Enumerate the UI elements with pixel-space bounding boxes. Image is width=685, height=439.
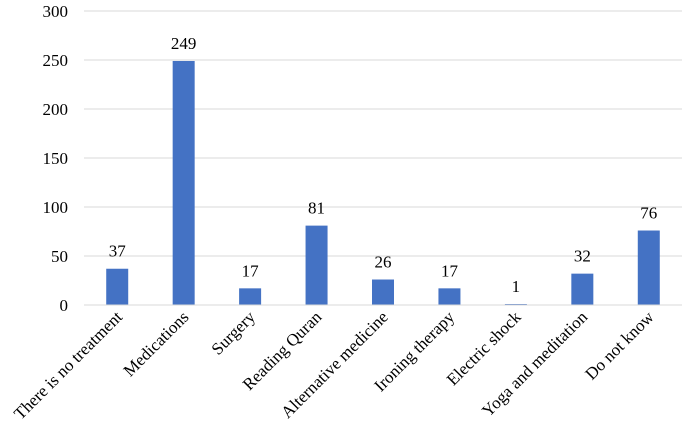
y-axis-ticks: 0 50 100 150 200 250 300 bbox=[43, 2, 69, 315]
y-tick-label: 100 bbox=[43, 198, 69, 217]
data-label: 249 bbox=[171, 34, 197, 53]
data-label: 32 bbox=[574, 247, 591, 266]
y-tick-label: 50 bbox=[51, 247, 68, 266]
y-tick-label: 300 bbox=[43, 2, 69, 21]
data-label: 17 bbox=[242, 261, 260, 280]
y-tick-label: 250 bbox=[43, 51, 69, 70]
bar-yoga-and-meditation bbox=[571, 273, 594, 305]
data-label: 1 bbox=[512, 277, 521, 296]
y-tick-label: 0 bbox=[60, 296, 69, 315]
y-tick-label: 200 bbox=[43, 100, 69, 119]
bar-alternative-medicine bbox=[372, 279, 394, 305]
data-labels: 37 249 17 81 26 17 1 32 76 bbox=[109, 34, 658, 296]
category-label: Medications bbox=[120, 307, 193, 380]
data-label: 17 bbox=[441, 261, 459, 280]
bars bbox=[106, 60, 660, 306]
bar-ironing-therapy bbox=[438, 288, 461, 305]
y-tick-label: 150 bbox=[43, 149, 69, 168]
bar-reading-quran bbox=[305, 225, 328, 305]
bar-do-not-know bbox=[637, 230, 660, 305]
data-label: 26 bbox=[375, 253, 392, 272]
category-label: There is no treatment bbox=[10, 307, 126, 423]
bar-there-is-no-treatment bbox=[106, 268, 129, 305]
category-label: Surgery bbox=[208, 307, 260, 359]
data-label: 37 bbox=[109, 242, 127, 261]
bar-surgery bbox=[239, 288, 262, 305]
category-label: Do not know bbox=[581, 307, 658, 384]
data-label: 81 bbox=[308, 199, 325, 218]
bar-medications bbox=[172, 60, 195, 306]
data-label: 76 bbox=[640, 204, 657, 223]
